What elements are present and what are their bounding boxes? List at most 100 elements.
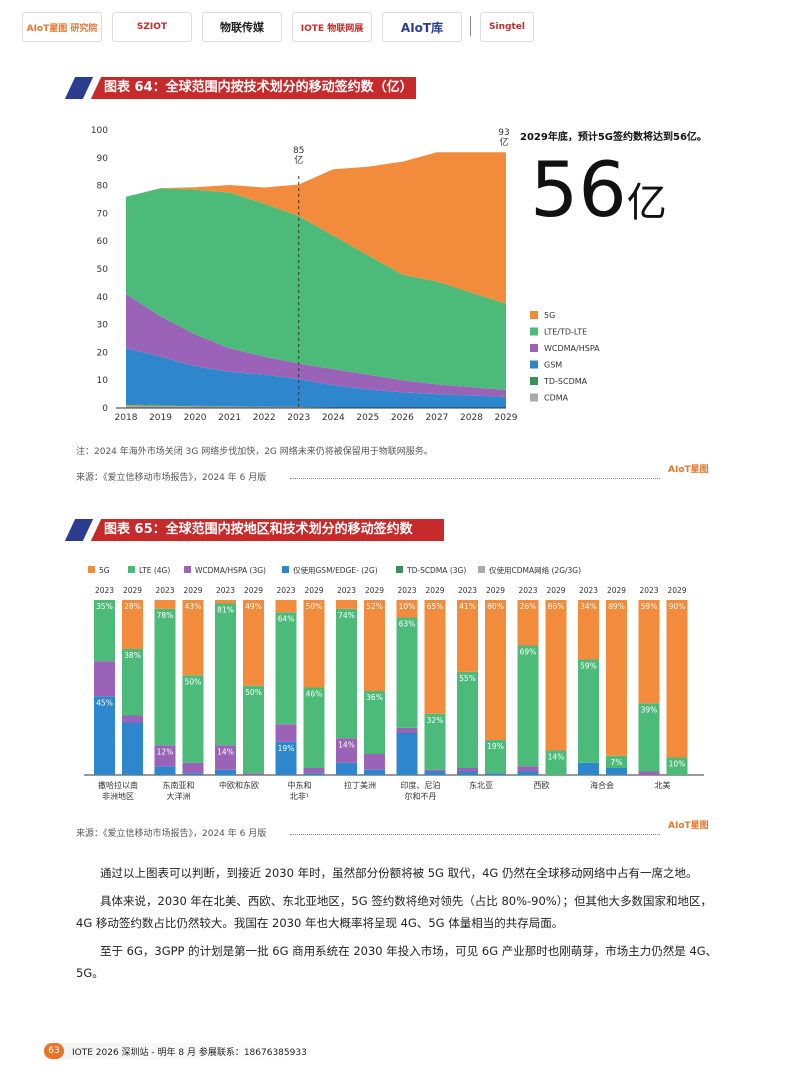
legend-swatch bbox=[184, 566, 191, 573]
x-tick-label: 2025 bbox=[356, 413, 379, 423]
y-tick-label: 70 bbox=[97, 209, 109, 219]
paragraph: 具体来说，2030 年在北美、西欧、东北亚地区，5G 签约数将绝对领先（占比 8… bbox=[76, 894, 712, 930]
legend-swatch bbox=[88, 566, 95, 573]
bar-year-label: 2029 bbox=[486, 586, 505, 595]
bar-segment-wcdma bbox=[424, 769, 446, 772]
bar-value-label: 86% bbox=[548, 602, 565, 611]
aiot-watermark-icon: AIoT星图 bbox=[668, 821, 709, 831]
x-tick-label: 2018 bbox=[115, 413, 138, 423]
singtel-logo: Singtel bbox=[480, 12, 534, 42]
y-tick-label: 10 bbox=[97, 376, 109, 386]
bar-segment-lte bbox=[303, 687, 325, 768]
bar-year-label: 2023 bbox=[458, 586, 477, 595]
bar-segment-gsm bbox=[396, 733, 418, 775]
fig64-title-bar: 图表 64：全球范围内按技术划分的移动签约数（亿） bbox=[64, 77, 416, 99]
bar-segment-gsm bbox=[94, 696, 115, 775]
y-tick-label: 80 bbox=[97, 182, 109, 192]
region-label: 北美 bbox=[655, 780, 671, 790]
bar-segment-wcdma bbox=[336, 738, 357, 763]
bar-value-label: 14% bbox=[548, 753, 565, 762]
bar-segment-gsm bbox=[485, 773, 506, 775]
bar-segment-lte bbox=[215, 603, 236, 746]
area-series-cdma bbox=[126, 405, 506, 408]
bar-segment-gsm bbox=[182, 773, 204, 775]
bar-value-label: 26% bbox=[520, 602, 537, 611]
bar-value-label: 59% bbox=[580, 662, 597, 671]
legend-swatch bbox=[530, 393, 538, 402]
bar-segment-wcdma bbox=[122, 715, 143, 723]
bar-segment-5g bbox=[457, 600, 478, 672]
bar-value-label: 19% bbox=[487, 742, 504, 751]
bar-year-label: 2023 bbox=[579, 586, 598, 595]
bar-year-label: 2029 bbox=[244, 586, 263, 595]
legend-swatch bbox=[478, 566, 485, 573]
region-label: 非洲地区 bbox=[102, 791, 134, 801]
fig65-title: 图表 65：全球范围内按地区和技术划分的移动签约数（%） bbox=[104, 522, 413, 559]
bar-segment-5g bbox=[336, 600, 357, 609]
bar-segment-wcdma bbox=[638, 771, 660, 775]
bar-segment-gsm bbox=[154, 766, 176, 775]
bar-segment-gsm bbox=[424, 771, 446, 775]
bar-value-label: 10% bbox=[669, 760, 686, 769]
bar-segment-wcdma bbox=[215, 745, 236, 770]
bar-segment-wcdma bbox=[364, 754, 385, 770]
region-label: 北非¹ bbox=[290, 791, 309, 801]
bar-segment-lte bbox=[396, 617, 418, 728]
x-tick-label: 2022 bbox=[253, 413, 276, 423]
bar-segment-5g bbox=[485, 600, 506, 740]
bar-segment-lte bbox=[424, 713, 446, 770]
bar-segment-wcdma bbox=[154, 745, 176, 767]
x-tick-label: 2029 bbox=[495, 413, 518, 423]
bar-segment-5g bbox=[303, 600, 325, 688]
bar-segment-lte bbox=[243, 685, 264, 774]
area-series-lte-td-lte bbox=[126, 188, 506, 390]
bar-value-label: 74% bbox=[338, 611, 355, 620]
iote-logo: IOTE 物联网展 bbox=[292, 12, 372, 42]
bar-segment-lte bbox=[182, 675, 204, 763]
legend-label: 仅使用CDMA网络 (2G/3G) bbox=[489, 565, 581, 575]
legend-swatch bbox=[530, 344, 538, 352]
bar-year-label: 2029 bbox=[365, 586, 384, 595]
bar-segment-gsm bbox=[517, 771, 539, 775]
bar-value-label: 36% bbox=[366, 693, 383, 702]
bar-value-label: 64% bbox=[278, 614, 295, 623]
region-label: 尔和不丹 bbox=[405, 791, 437, 801]
bar-segment-wcdma bbox=[94, 661, 115, 697]
bar-segment-gsm bbox=[303, 773, 325, 775]
bar-segment-5g bbox=[606, 600, 627, 756]
area-series-gsm bbox=[126, 348, 506, 408]
bar-segment-lte bbox=[578, 659, 599, 763]
y-tick-label: 100 bbox=[91, 126, 108, 136]
bar-value-label: 45% bbox=[96, 698, 113, 707]
bar-value-label: 19% bbox=[278, 744, 295, 753]
bar-value-label: 7% bbox=[611, 758, 623, 767]
bar-segment-gsm bbox=[364, 769, 385, 775]
bar-segment-lte bbox=[606, 755, 627, 768]
bar-value-label: 52% bbox=[366, 602, 383, 611]
bar-segment-5g bbox=[154, 600, 176, 609]
region-label: 撒哈拉以南 bbox=[98, 780, 138, 790]
bar-year-label: 2023 bbox=[639, 586, 658, 595]
legend-label: WCDMA/HSPA (3G) bbox=[195, 566, 266, 575]
legend-label: 5G bbox=[544, 311, 555, 320]
area-series-5g bbox=[126, 152, 506, 304]
y-tick-label: 60 bbox=[97, 237, 109, 247]
bar-segment-5g bbox=[182, 600, 204, 676]
bar-segment-lte bbox=[364, 691, 385, 754]
area-series-wcdma-hspa bbox=[126, 294, 506, 397]
bar-segment-lte bbox=[545, 750, 567, 775]
region-label: 大洋洲 bbox=[167, 791, 191, 801]
source-divider bbox=[290, 478, 660, 479]
bar-segment-5g bbox=[396, 600, 418, 618]
fig64-highlight-text: 2029年底，预计5G签约数将达到56亿。 bbox=[520, 132, 707, 143]
legend-swatch bbox=[530, 360, 538, 369]
bar-segment-gsm bbox=[457, 771, 478, 775]
fig65-source: 来源：《爱立信移动市场报告》，2024 年 6 月版 bbox=[76, 829, 267, 839]
bar-year-label: 2029 bbox=[607, 586, 626, 595]
bar-value-label: 14% bbox=[338, 740, 355, 749]
region-label: 东北亚 bbox=[469, 780, 493, 790]
big-number-value: 56 bbox=[530, 145, 627, 234]
bar-value-label: 10% bbox=[399, 602, 416, 611]
bar-value-label: 39% bbox=[641, 705, 658, 714]
region-label: 印度、尼泊 bbox=[401, 780, 441, 790]
